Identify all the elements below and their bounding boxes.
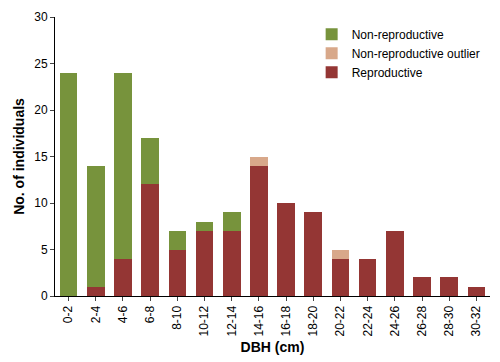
svg-text:10: 10: [34, 196, 48, 210]
svg-text:26-28: 26-28: [415, 305, 429, 336]
svg-text:DBH (cm): DBH (cm): [241, 339, 305, 355]
svg-text:14-16: 14-16: [252, 305, 266, 336]
svg-text:4-6: 4-6: [116, 305, 130, 323]
svg-text:22-24: 22-24: [361, 305, 375, 336]
svg-text:15: 15: [34, 150, 48, 164]
svg-text:18-20: 18-20: [306, 305, 320, 336]
svg-text:30-32: 30-32: [469, 305, 483, 336]
svg-text:0: 0: [41, 289, 48, 303]
svg-text:2-4: 2-4: [89, 305, 103, 323]
svg-text:5: 5: [41, 243, 48, 257]
svg-text:28-30: 28-30: [442, 305, 456, 336]
svg-text:0-2: 0-2: [61, 305, 75, 323]
svg-text:Non-reproductive: Non-reproductive: [352, 28, 444, 42]
svg-text:10-12: 10-12: [197, 305, 211, 336]
svg-text:16-18: 16-18: [279, 305, 293, 336]
svg-text:No. of individuals: No. of individuals: [11, 98, 27, 215]
svg-text:Reproductive: Reproductive: [352, 66, 423, 80]
svg-text:8-10: 8-10: [170, 305, 184, 329]
svg-text:30: 30: [34, 10, 48, 24]
svg-text:24-26: 24-26: [388, 305, 402, 336]
svg-text:6-8: 6-8: [143, 305, 157, 323]
svg-text:12-14: 12-14: [225, 305, 239, 336]
svg-text:20: 20: [34, 103, 48, 117]
svg-text:25: 25: [34, 57, 48, 71]
svg-text:20-22: 20-22: [333, 305, 347, 336]
svg-text:Non-reproductive outlier: Non-reproductive outlier: [352, 47, 480, 61]
